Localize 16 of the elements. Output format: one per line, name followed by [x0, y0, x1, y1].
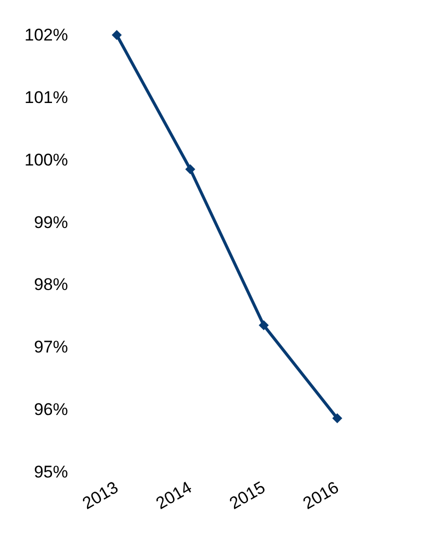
x-tick-label: 2015	[226, 478, 268, 514]
x-tick-label: 2013	[79, 478, 122, 514]
y-tick-label: 95%	[34, 462, 68, 482]
point	[112, 30, 122, 40]
y-tick-label: 98%	[34, 275, 68, 294]
y-tick-label: 101%	[24, 88, 68, 107]
y-tick-label: 100%	[24, 150, 68, 170]
point	[258, 320, 269, 330]
point	[332, 413, 342, 424]
point	[185, 164, 196, 174]
x-tick-label: 2016	[300, 478, 342, 514]
x-tick-label: 2014	[152, 478, 195, 514]
y-tick-label: 97%	[34, 338, 68, 357]
y-tick-label: 102%	[24, 26, 68, 44]
y-tick-label: 96%	[34, 400, 68, 420]
y-tick-label: 99%	[34, 212, 68, 232]
